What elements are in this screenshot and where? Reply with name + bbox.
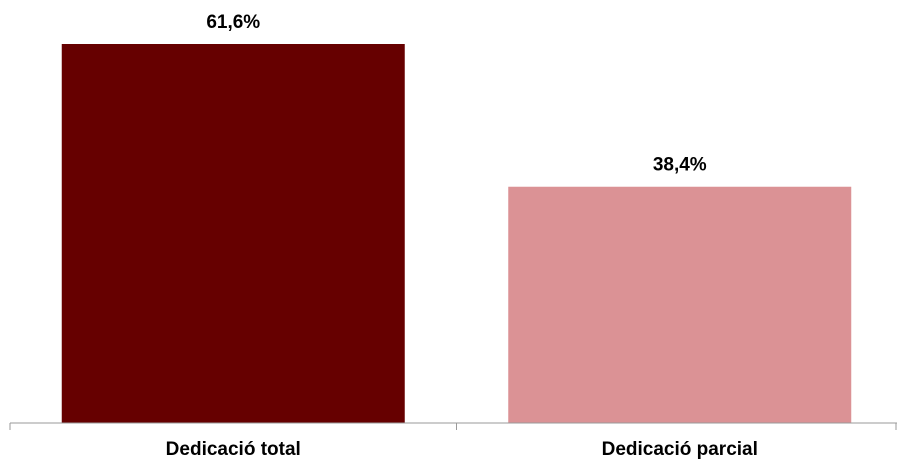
bar-2 xyxy=(508,186,852,423)
bar-1 xyxy=(61,44,405,423)
bars-group xyxy=(61,44,852,423)
x-axis xyxy=(9,422,897,430)
category-labels-group: Dedicació total Dedicació parcial xyxy=(166,439,758,460)
category-label-2: Dedicació parcial xyxy=(602,439,758,460)
value-label-1: 61,6% xyxy=(206,12,260,33)
category-label-1: Dedicació total xyxy=(166,439,301,460)
value-label-2: 38,4% xyxy=(653,155,707,176)
value-labels-group: 61,6% 38,4% xyxy=(206,12,706,176)
